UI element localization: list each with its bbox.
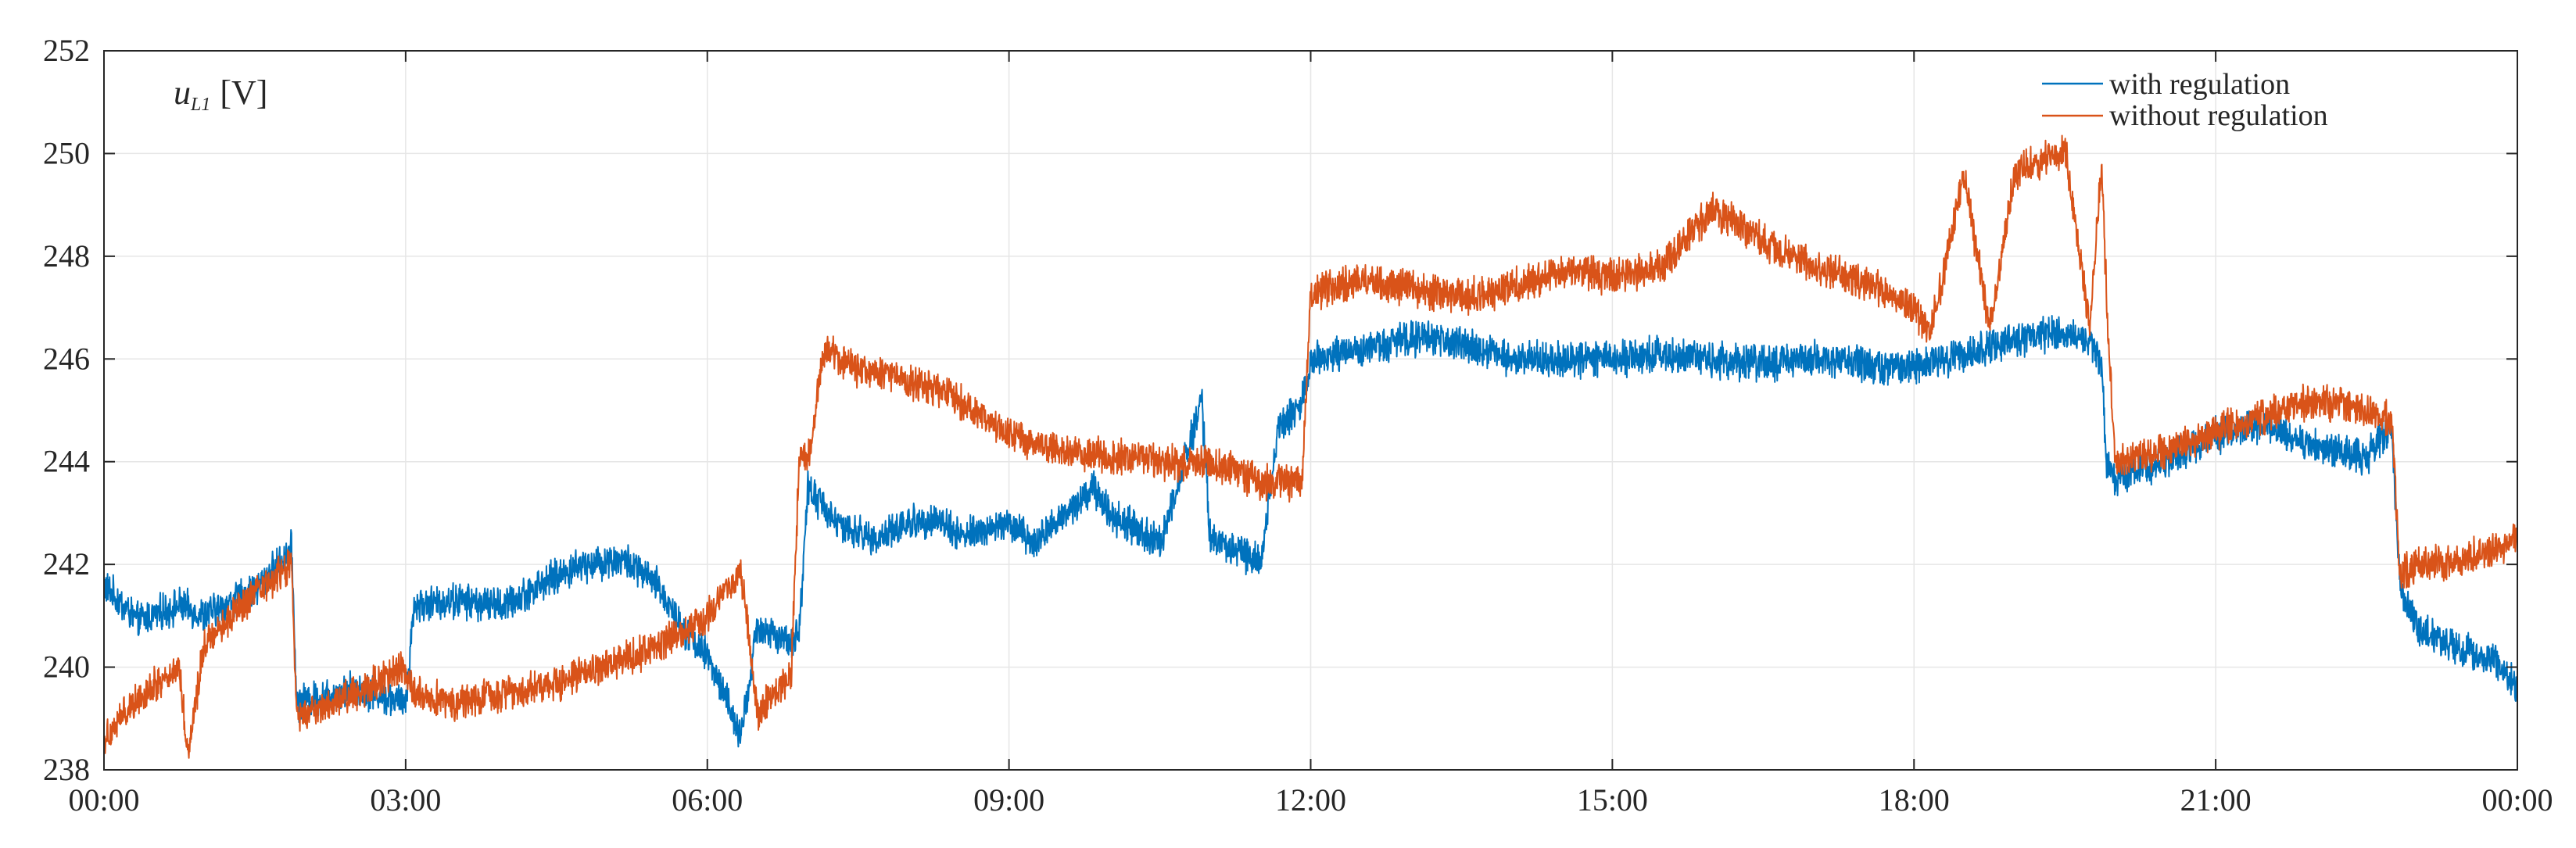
- x-tick-label: 18:00: [1879, 782, 1950, 818]
- x-tick-label: 09:00: [973, 782, 1044, 818]
- grid-lines: [103, 50, 2518, 771]
- y-tick-label: 250: [43, 135, 90, 170]
- y-tick-label: 242: [43, 546, 90, 581]
- series-line-without-regulation: [103, 134, 2518, 759]
- axes-box: [103, 50, 2518, 771]
- legend-label-without-regulation: without regulation: [2109, 99, 2328, 132]
- y-tick-label: 252: [43, 33, 90, 68]
- series-lines: [103, 134, 2518, 759]
- x-tick-label: 15:00: [1577, 782, 1648, 818]
- x-tick-label: 12:00: [1275, 782, 1346, 818]
- y-tick-label: 238: [43, 752, 90, 787]
- y-axis-label-text: uL1 [V]: [174, 73, 267, 115]
- y-axis-label-unit: [V]: [220, 73, 267, 112]
- x-tick-labels: 00:00 03:00 06:00 09:00 12:00 15:00 18:00 21:00…: [68, 782, 2553, 818]
- x-tick-label: 03:00: [370, 782, 441, 818]
- x-tick-label: 21:00: [2180, 782, 2252, 818]
- x-tick-label: 00:00: [2481, 782, 2553, 818]
- legend: with regulation without regulation: [2042, 68, 2328, 132]
- x-tick-label: 06:00: [672, 782, 743, 818]
- y-tick-label: 246: [43, 341, 90, 376]
- legend-label-with-regulation: with regulation: [2109, 68, 2290, 101]
- y-axis-label: uL1 [V]: [174, 73, 267, 115]
- axes: [103, 50, 2518, 771]
- y-tick-labels: 238 240 242 244 246 248 250 252: [43, 33, 90, 787]
- y-axis-label-subscript: L1: [190, 95, 210, 115]
- y-tick-label: 248: [43, 238, 90, 274]
- y-axis-label-symbol: u: [174, 73, 191, 112]
- x-tick-label: 00:00: [68, 782, 139, 818]
- y-tick-label: 244: [43, 444, 90, 479]
- series-line-with-regulation: [103, 315, 2518, 748]
- y-tick-label: 240: [43, 649, 90, 685]
